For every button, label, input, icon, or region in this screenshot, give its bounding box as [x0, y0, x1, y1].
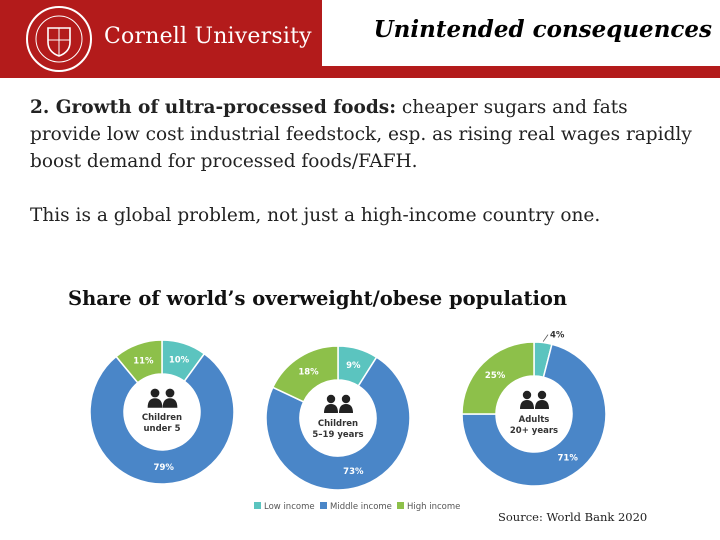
- cornell-seal-logo: [26, 6, 92, 72]
- header-bar: Cornell University Unintended consequenc…: [0, 0, 720, 78]
- chart-title: Share of world’s overweight/obese popula…: [68, 287, 568, 310]
- paragraph-global: This is a global problem, not just a hig…: [30, 205, 601, 226]
- chart-center-label: 5–19 years: [312, 430, 363, 440]
- legend-label: Low income: [264, 502, 315, 512]
- legend-swatch: [320, 502, 327, 509]
- chart-center-label: Children: [142, 413, 182, 423]
- data-label: 71%: [558, 453, 579, 463]
- brand-name: Cornell University: [104, 24, 312, 49]
- source-note: Source: World Bank 2020: [498, 510, 648, 524]
- data-label: 4%: [550, 331, 565, 341]
- legend-swatch: [397, 502, 404, 509]
- data-label-leader: [542, 334, 549, 342]
- donut-slice: [89, 352, 235, 485]
- chart-legend: Low income Middle income High income: [254, 502, 460, 512]
- body-text: 2. Growth of ultra-processed foods: chea…: [30, 94, 698, 229]
- chart-center-label: under 5: [143, 424, 180, 434]
- data-label: 10%: [169, 356, 190, 366]
- legend-swatch: [254, 502, 261, 509]
- data-label: 9%: [346, 361, 361, 371]
- slide-title: Unintended consequences: [373, 16, 712, 43]
- data-label: 79%: [154, 463, 175, 473]
- legend-label: Middle income: [330, 502, 392, 512]
- donut-slice: [271, 345, 339, 403]
- data-label: 18%: [298, 368, 319, 378]
- data-label: 73%: [343, 467, 364, 477]
- legend-label: High income: [407, 502, 460, 512]
- data-label: 11%: [133, 356, 154, 366]
- chart-center-label: Children: [318, 419, 358, 429]
- paragraph-growth: 2. Growth of ultra-processed foods: chea…: [30, 94, 698, 175]
- paragraph-growth-text: cheaper sugars and fats provide low cost…: [30, 97, 692, 172]
- donut-slice: [461, 343, 607, 487]
- donut-slice: [461, 341, 535, 415]
- people-icon: [147, 388, 178, 408]
- chart-center-label: Adults: [519, 415, 550, 425]
- donut-slice: [115, 339, 163, 384]
- paragraph-growth-heading: 2. Growth of ultra-processed foods:: [30, 97, 397, 118]
- title-box: Unintended consequences: [322, 0, 720, 66]
- people-icon: [324, 394, 353, 413]
- chart-center-label: 20+ years: [510, 426, 558, 436]
- people-icon: [520, 390, 549, 409]
- data-label: 25%: [485, 371, 506, 381]
- donut-slice: [265, 356, 411, 491]
